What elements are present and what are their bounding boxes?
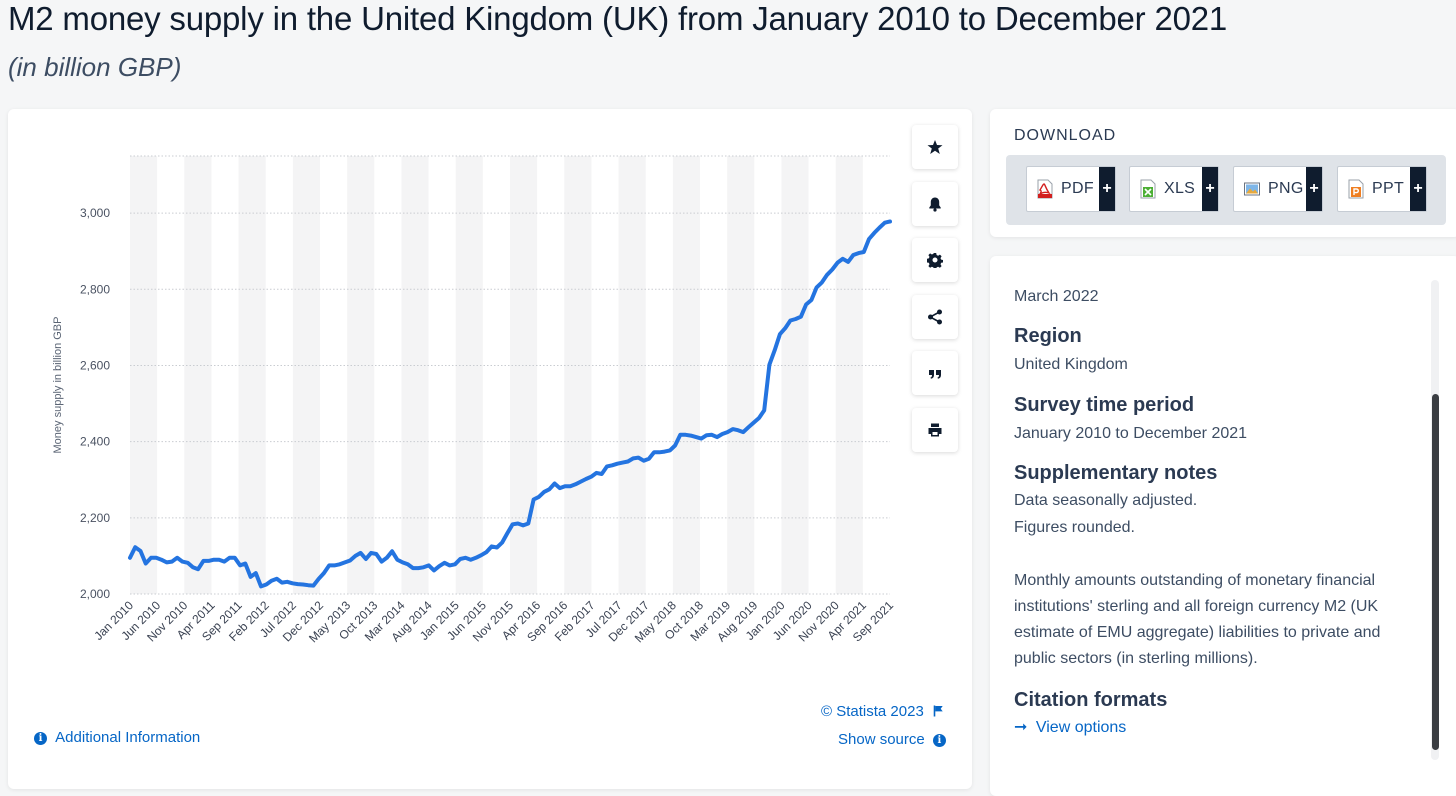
plot-band: [727, 156, 755, 594]
scrollbar-thumb[interactable]: [1432, 394, 1439, 750]
survey-period-heading: Survey time period: [1014, 394, 1195, 416]
arrow-right-icon: ➞: [1014, 719, 1028, 736]
print-icon: [928, 423, 942, 437]
series-line: [128, 219, 892, 589]
cite-button[interactable]: [912, 351, 958, 395]
download-strip: PDF + XLS + PNG + PPT +: [1006, 155, 1446, 225]
y-axis-label: Money supply in billion GBP: [52, 317, 64, 454]
ppt-plus[interactable]: +: [1410, 167, 1426, 211]
show-source-link[interactable]: Show source i: [838, 731, 946, 748]
plot-band: [184, 156, 212, 594]
plot-band: [238, 156, 266, 594]
notes-line-1: Data seasonally adjusted.: [1014, 492, 1198, 509]
additional-information-link[interactable]: i Additional Information: [34, 729, 200, 746]
info-icon: i: [932, 734, 946, 747]
bell-icon: [929, 197, 941, 212]
star-icon: [927, 140, 943, 154]
metadata-card: March 2022 Region United Kingdom Survey …: [990, 256, 1456, 796]
y-tick-label: 2,600: [80, 358, 110, 372]
flag-icon: [933, 705, 943, 717]
download-card: DOWNLOAD PDF + XLS + PNG + PPT +: [990, 109, 1456, 237]
plot-band: [564, 156, 592, 594]
plot-band: [781, 156, 809, 594]
xls-file-icon: [1140, 179, 1156, 199]
share-button[interactable]: [912, 295, 958, 339]
settings-button[interactable]: [912, 238, 958, 282]
supplementary-notes-heading: Supplementary notes: [1014, 462, 1218, 484]
notes-paragraph: Monthly amounts outstanding of monetary …: [1014, 572, 1381, 667]
chart-card: 2,000 2,200 2,400 2,600 2,800 3,000 Jan 2010 J…: [8, 109, 972, 789]
release-date: March 2022: [1014, 288, 1099, 305]
share-icon: [928, 309, 942, 325]
png-file-icon: [1244, 182, 1260, 196]
ppt-file-icon: [1348, 179, 1364, 199]
plot-band: [510, 156, 538, 594]
notification-button[interactable]: [912, 182, 958, 226]
region-heading: Region: [1014, 325, 1082, 347]
gear-icon: [927, 253, 943, 268]
ppt-label: PPT: [1372, 180, 1405, 197]
download-xls-button[interactable]: XLS +: [1129, 166, 1219, 212]
plot-band: [292, 156, 320, 594]
notes-line-2: Figures rounded.: [1014, 519, 1135, 536]
survey-period-value: January 2010 to December 2021: [1014, 425, 1248, 442]
y-tick-label: 2,800: [80, 282, 110, 296]
region-value: United Kingdom: [1014, 356, 1128, 373]
download-ppt-button[interactable]: PPT +: [1337, 166, 1427, 212]
pdf-label: PDF: [1061, 180, 1094, 197]
xls-plus[interactable]: +: [1202, 167, 1218, 211]
plot-band: [835, 156, 863, 594]
y-tick-label: 2,000: [80, 587, 110, 601]
pdf-file-icon: [1037, 179, 1053, 199]
download-png-button[interactable]: PNG +: [1233, 166, 1323, 212]
page-title: M2 money supply in the United Kingdom (U…: [8, 0, 1228, 37]
print-button[interactable]: [912, 408, 958, 452]
png-label: PNG: [1268, 180, 1304, 197]
info-icon: i: [34, 732, 47, 745]
plot-band: [347, 156, 375, 594]
xls-label: XLS: [1164, 180, 1196, 197]
y-tick-label: 2,400: [80, 435, 110, 449]
plot-band: [672, 156, 700, 594]
page-subtitle: (in billion GBP): [8, 52, 182, 82]
favorite-button[interactable]: [912, 125, 958, 169]
download-label: DOWNLOAD: [1014, 127, 1117, 144]
download-pdf-button[interactable]: PDF +: [1026, 166, 1116, 212]
plot-band: [130, 156, 158, 594]
plot-band: [618, 156, 646, 594]
y-tick-label: 3,000: [80, 206, 110, 220]
plot-band: [455, 156, 483, 594]
citation-formats-heading: Citation formats: [1014, 689, 1168, 711]
view-options-link[interactable]: ➞ View options: [1014, 719, 1127, 736]
plot-band: [401, 156, 429, 594]
quote-icon: [929, 370, 941, 379]
png-plus[interactable]: +: [1306, 167, 1322, 211]
pdf-plus[interactable]: +: [1099, 167, 1115, 211]
y-tick-label: 2,200: [80, 511, 110, 525]
copyright-link[interactable]: © Statista 2023: [821, 703, 944, 720]
